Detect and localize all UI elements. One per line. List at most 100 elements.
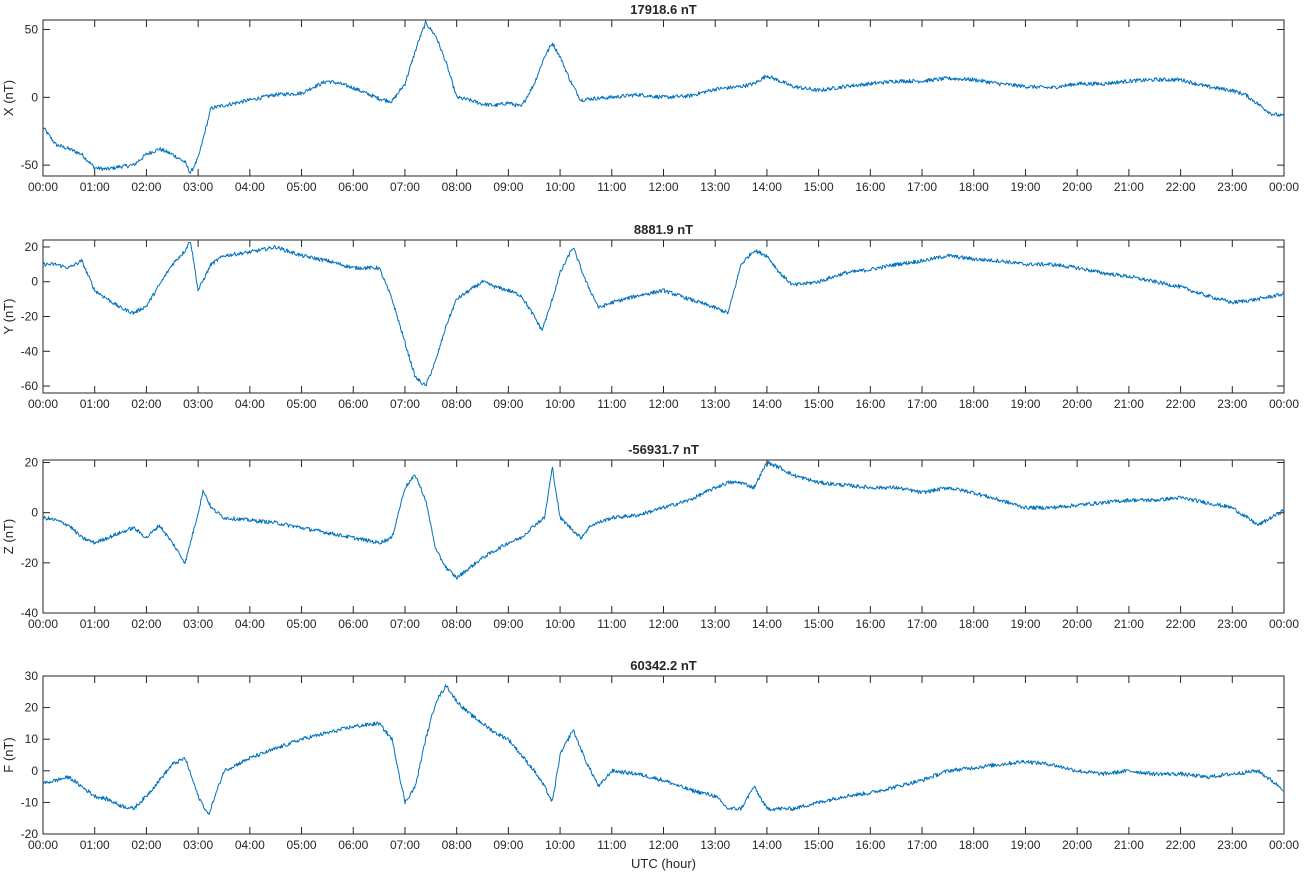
x-tick-label: 09:00 [493, 180, 523, 194]
x-tick-label: 10:00 [545, 397, 575, 411]
y-tick-label: -20 [21, 556, 39, 570]
panel-3-title: -56931.7 nT [628, 442, 699, 457]
x-tick-label: 16:00 [855, 180, 885, 194]
x-tick-label: 08:00 [442, 838, 472, 852]
x-tick-label: 23:00 [1217, 397, 1247, 411]
x-tick-label: 11:00 [597, 838, 626, 852]
y-tick-label: 50 [25, 22, 39, 36]
panel-2-frame [42, 239, 1285, 394]
x-tick-label: 12:00 [648, 838, 678, 852]
x-tick-label: 21:00 [1114, 180, 1144, 194]
x-tick-label: 00:00 [1269, 838, 1299, 852]
panel-4-series-line [42, 684, 1285, 816]
x-tick-label: 10:00 [545, 180, 575, 194]
x-tick-label: 13:00 [700, 838, 730, 852]
x-tick-label: 03:00 [183, 180, 213, 194]
x-tick-label: 08:00 [442, 617, 472, 631]
x-tick-label: 16:00 [855, 838, 885, 852]
panel-2: 8881.9 nT 00:00 01:00 02:00 03:00 04:00 05:00 0… [1, 222, 1299, 411]
x-tick-label: 13:00 [700, 397, 730, 411]
x-tick-label: 01:00 [80, 397, 110, 411]
x-tick-label: 23:00 [1217, 617, 1247, 631]
x-tick-label: 00:00 [1269, 180, 1299, 194]
x-tick-label: 07:00 [390, 617, 420, 631]
x-tick-label: 09:00 [493, 838, 523, 852]
x-tick-label: 12:00 [648, 180, 678, 194]
y-tick-label: 0 [31, 90, 38, 104]
y-tick-label: 20 [25, 456, 39, 470]
x-tick-label: 14:00 [752, 180, 782, 194]
panel-2-ylabel: Y (nT) [1, 299, 16, 335]
panel-4-ylabel: F (nT) [1, 737, 16, 772]
x-tick-label: 05:00 [287, 617, 317, 631]
x-tick-label: 06:00 [338, 397, 368, 411]
x-tick-label: 22:00 [1166, 838, 1196, 852]
y-tick-label: 10 [25, 732, 39, 746]
x-tick-label: 04:00 [235, 397, 265, 411]
x-tick-label: 02:00 [131, 180, 161, 194]
x-tick-label: 11:00 [597, 180, 626, 194]
x-tick-label: 09:00 [493, 397, 523, 411]
x-tick-label: 03:00 [183, 397, 213, 411]
panel-3-frame [42, 459, 1285, 614]
x-tick-label: 13:00 [700, 180, 730, 194]
x-tick-label: 23:00 [1217, 180, 1247, 194]
x-tick-label: 22:00 [1166, 397, 1196, 411]
x-tick-label: 21:00 [1114, 617, 1144, 631]
x-tick-label: 00:00 [1269, 617, 1299, 631]
x-tick-label: 14:00 [752, 838, 782, 852]
y-tick-label: 0 [31, 764, 38, 778]
y-tick-label: 30 [25, 669, 39, 683]
y-tick-label: 20 [25, 701, 39, 715]
x-tick-label: 07:00 [390, 397, 420, 411]
x-tick-label: 19:00 [1010, 617, 1040, 631]
x-tick-label: 12:00 [648, 617, 678, 631]
x-tick-label: 01:00 [80, 180, 110, 194]
x-tick-label: 20:00 [1062, 397, 1092, 411]
x-tick-label: 20:00 [1062, 180, 1092, 194]
x-tick-label: 02:00 [131, 838, 161, 852]
x-tick-label: 08:00 [442, 180, 472, 194]
x-tick-label: 06:00 [338, 617, 368, 631]
x-tick-label: 12:00 [648, 397, 678, 411]
panel-4-title: 60342.2 nT [630, 658, 697, 673]
panel-1: 17918.6 nT 00:00 01:00 02:00 03:00 04:00 05:00… [1, 2, 1299, 194]
x-tick-label: 04:00 [235, 180, 265, 194]
x-tick-label: 00:00 [1269, 397, 1299, 411]
panel-4-frame [42, 675, 1285, 835]
x-tick-label: 20:00 [1062, 838, 1092, 852]
x-tick-label: 00:00 [28, 180, 58, 194]
y-tick-label: 20 [25, 240, 39, 254]
x-tick-label: 00:00 [28, 397, 58, 411]
x-tick-label: 01:00 [80, 617, 110, 631]
x-tick-label: 15:00 [804, 180, 834, 194]
x-tick-label: 17:00 [907, 397, 937, 411]
panel-1-title: 17918.6 nT [630, 2, 697, 17]
panel-1-ylabel: X (nT) [1, 80, 16, 116]
y-tick-label: -10 [21, 795, 39, 809]
x-tick-label: 00:00 [28, 838, 58, 852]
x-tick-label: 21:00 [1114, 838, 1144, 852]
x-tick-label: 18:00 [959, 617, 989, 631]
panel-2-title: 8881.9 nT [634, 222, 693, 237]
x-tick-label: 14:00 [752, 397, 782, 411]
panel-4: 60342.2 nT 00:00 01:00 02:00 03:00 04:00 05:00… [1, 658, 1299, 852]
x-tick-label: 10:00 [545, 617, 575, 631]
x-tick-label: 21:00 [1114, 397, 1144, 411]
x-tick-label: 16:00 [855, 617, 885, 631]
x-tick-label: 07:00 [390, 838, 420, 852]
x-tick-label: 02:00 [131, 617, 161, 631]
panel-1-frame [42, 19, 1285, 177]
x-tick-label: 10:00 [545, 838, 575, 852]
y-tick-label: -60 [21, 379, 39, 393]
x-tick-label: 15:00 [804, 617, 834, 631]
x-tick-label: 19:00 [1010, 180, 1040, 194]
x-tick-label: 16:00 [855, 397, 885, 411]
x-tick-label: 22:00 [1166, 617, 1196, 631]
x-tick-label: 11:00 [597, 397, 626, 411]
x-tick-label: 04:00 [235, 617, 265, 631]
x-tick-label: 20:00 [1062, 617, 1092, 631]
y-tick-label: -50 [21, 158, 39, 172]
x-tick-label: 05:00 [287, 180, 317, 194]
